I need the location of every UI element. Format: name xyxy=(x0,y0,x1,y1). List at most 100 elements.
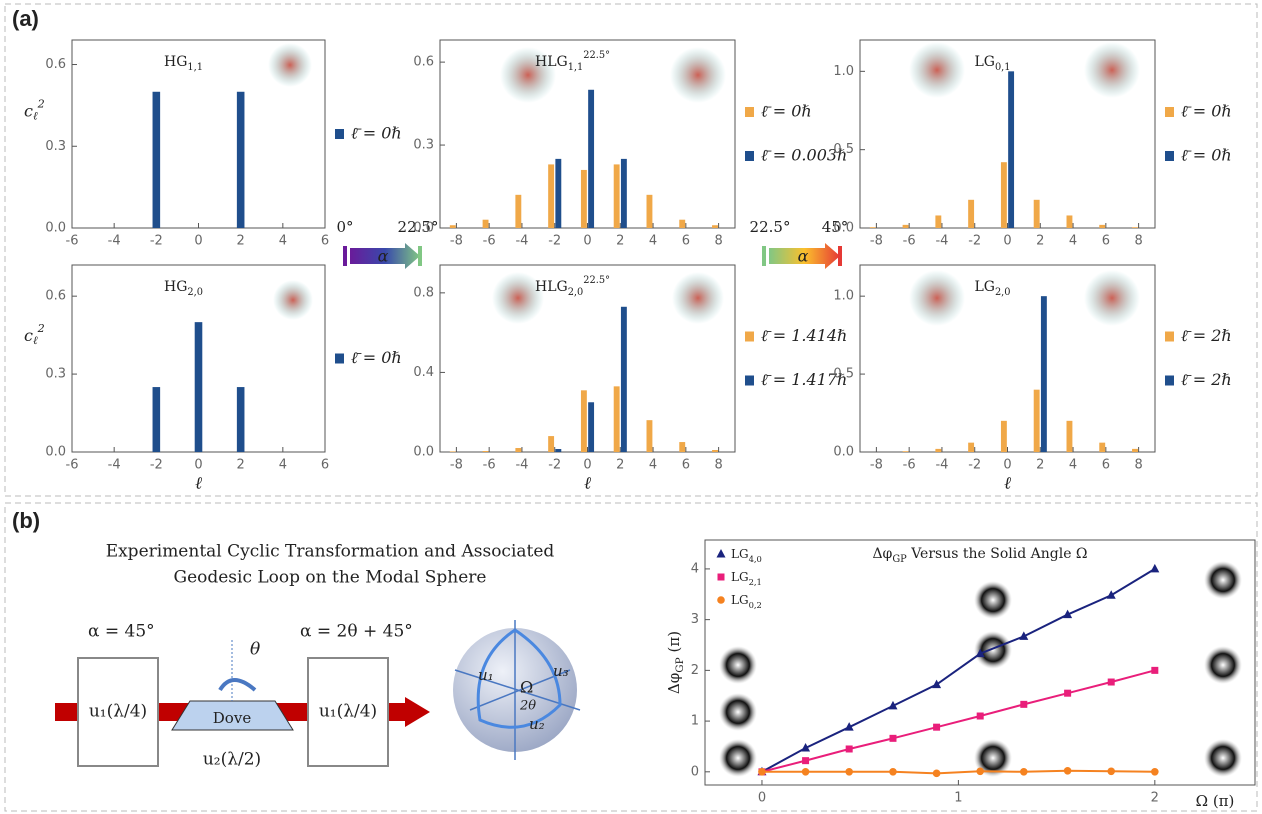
y-axis-label-part: c xyxy=(24,326,33,345)
x-tick-label: -8 xyxy=(870,458,883,473)
chart-title: HLG1,122.5° xyxy=(535,50,610,73)
bar xyxy=(621,307,627,452)
marker xyxy=(1151,768,1159,776)
chart-title-part: HG xyxy=(164,279,187,295)
legend-label-part: LG xyxy=(731,570,749,584)
y-axis-label-part: 2 xyxy=(37,97,45,110)
chart-title: HLG2,022.5° xyxy=(535,275,610,298)
y-tick-label: 0.6 xyxy=(45,57,66,72)
bar xyxy=(647,195,653,228)
x-tick-label: 4 xyxy=(279,458,287,473)
legend-swatch xyxy=(1165,376,1174,386)
bar xyxy=(1034,390,1040,452)
marker xyxy=(845,768,853,776)
legend-swatch xyxy=(745,151,754,161)
x-tick-label: 2 xyxy=(237,234,245,249)
chart-title-part: LG xyxy=(974,279,994,295)
marker xyxy=(889,735,896,742)
x-tick-label: 2 xyxy=(616,458,624,473)
x-tick-label: -8 xyxy=(450,234,463,249)
x-tick-label: 0 xyxy=(1003,234,1011,249)
bar xyxy=(515,448,521,452)
x-axis-label: Ω (π) xyxy=(1196,792,1235,810)
x-tick-label: -6 xyxy=(483,234,496,249)
chart-title-part: HLG xyxy=(535,279,568,295)
bar xyxy=(1099,443,1105,452)
bar xyxy=(712,225,718,228)
x-tick-label: -6 xyxy=(903,458,916,473)
legend-label: LG4,0 xyxy=(731,547,762,564)
marker xyxy=(1064,767,1072,775)
legend-swatch xyxy=(745,376,754,386)
legend-swatch xyxy=(335,129,344,139)
legend-label: ℓ̄ = 2ℏ xyxy=(1181,326,1232,345)
y-tick-label: 0.0 xyxy=(45,221,66,236)
x-tick-label: 1 xyxy=(954,791,962,806)
chart-title-part: Versus the Solid Angle Ω xyxy=(907,546,1088,562)
y-axis-label-part: Δφ xyxy=(665,673,683,694)
x-tick-label: 8 xyxy=(714,234,722,249)
y-tick-label: 0.3 xyxy=(45,367,66,382)
legend-label: LG0,2 xyxy=(731,593,762,610)
x-tick-label: 2 xyxy=(237,458,245,473)
legend-label: ℓ̄ = 0ℏ xyxy=(351,348,402,367)
marker xyxy=(933,724,940,731)
y-axis-label-part: 2 xyxy=(37,322,45,335)
x-tick-label: 2 xyxy=(616,234,624,249)
chart-title: HG2,0 xyxy=(164,279,203,298)
chart-title-part: HLG xyxy=(535,54,568,70)
panel-label: (a) xyxy=(12,6,39,31)
bar xyxy=(588,402,594,452)
bar xyxy=(870,227,876,228)
bar xyxy=(647,420,653,452)
bar xyxy=(555,449,561,452)
transition-start: 0° xyxy=(336,218,353,236)
x-tick-label: -6 xyxy=(903,234,916,249)
x-tick-label: 4 xyxy=(649,458,657,473)
x-tick-label: 6 xyxy=(682,234,690,249)
y-tick-label: 0.5 xyxy=(833,367,854,382)
marker xyxy=(802,757,809,764)
x-tick-label: -8 xyxy=(450,458,463,473)
x-tick-label: -4 xyxy=(515,234,528,249)
chart-title-part: HG xyxy=(164,54,187,70)
chart-title-part: GP xyxy=(892,554,907,565)
y-tick-label: 1 xyxy=(691,714,699,729)
series-line xyxy=(762,771,1155,774)
legend-label: ℓ̄ = 2ℏ xyxy=(1181,370,1232,389)
y-axis-label-part: ℓ xyxy=(33,334,38,347)
dove-label: Dove xyxy=(213,709,252,727)
chart-title-part: 0,1 xyxy=(995,62,1011,73)
rotation-arrow xyxy=(220,680,255,690)
y-axis-label-part: c xyxy=(24,101,33,120)
y-tick-label: 0.0 xyxy=(833,221,854,236)
beam-arrowhead xyxy=(405,697,430,727)
bar xyxy=(237,92,245,228)
x-tick-label: -6 xyxy=(66,234,79,249)
bar xyxy=(483,451,489,452)
x-tick-label: -2 xyxy=(548,458,561,473)
x-tick-label: -2 xyxy=(150,458,163,473)
y-tick-label: 2 xyxy=(691,663,699,678)
y-tick-label: 0.6 xyxy=(45,289,66,304)
diagram: Experimental Cyclic Transformation and A… xyxy=(55,542,580,770)
x-tick-label: 2 xyxy=(1151,791,1159,806)
y-tick-label: 0.0 xyxy=(413,221,434,236)
transition-label: α xyxy=(378,247,389,266)
marker xyxy=(1064,690,1071,697)
bar xyxy=(935,449,941,452)
y-tick-label: 0.6 xyxy=(413,55,434,70)
chart-title-part: LG xyxy=(974,54,994,70)
x-tick-label: 8 xyxy=(714,458,722,473)
x-tick-label: -4 xyxy=(108,458,121,473)
bar xyxy=(1001,421,1007,452)
transition-label: α xyxy=(798,247,809,266)
y-tick-label: 0.4 xyxy=(413,365,434,380)
panel-label: (b) xyxy=(12,508,40,533)
plate-label: u₁(λ/4) xyxy=(319,702,377,722)
figure: (a) (b) 0° 22.5° α 22.5° 45° α Experimen… xyxy=(0,0,1262,814)
bar xyxy=(588,90,594,228)
legend-label: LG2,1 xyxy=(731,570,762,587)
bar xyxy=(450,225,456,228)
x-tick-label: 4 xyxy=(1069,234,1077,249)
